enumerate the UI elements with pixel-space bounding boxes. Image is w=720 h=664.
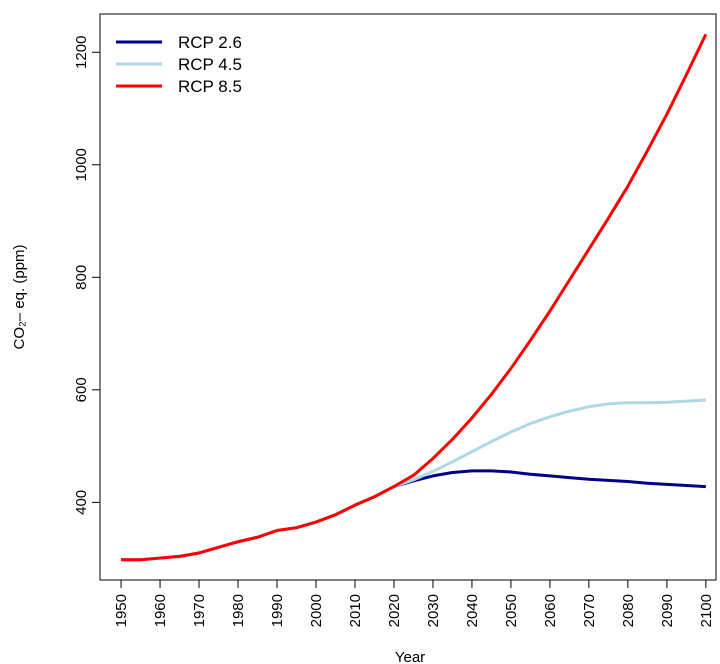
x-tick-label: 1960: [152, 594, 169, 627]
legend-label: RCP 4.5: [178, 55, 242, 74]
x-tick-label: 2100: [698, 594, 715, 627]
x-tick-label: 2040: [464, 594, 481, 627]
y-tick-label: 600: [73, 377, 90, 402]
plot-frame: [99, 13, 717, 581]
y-tick-label: 800: [73, 265, 90, 290]
x-tick-label: 2090: [659, 594, 676, 627]
series-line: [121, 33, 708, 562]
x-tick-label: 2070: [581, 594, 598, 627]
x-tick-label: 1950: [113, 594, 130, 627]
x-tick-label: 2020: [386, 594, 403, 627]
x-tick-label: 1980: [230, 594, 247, 627]
x-tick-label: 2010: [347, 594, 364, 627]
legend-label: RCP 2.6: [178, 33, 242, 52]
legend-label: RCP 8.5: [178, 77, 242, 96]
x-tick-label: 1970: [191, 594, 208, 627]
x-tick-label: 2060: [542, 594, 559, 627]
y-axis-label: CO₂– eq. (ppm): [11, 244, 28, 349]
x-tick-label: 2030: [425, 594, 442, 627]
y-tick-label: 400: [73, 490, 90, 515]
x-tick-label: 2000: [308, 594, 325, 627]
x-axis-label: Year: [395, 649, 425, 664]
y-tick-label: 1200: [73, 36, 90, 69]
x-tick-label: 1990: [269, 594, 286, 627]
y-tick-label: 1000: [73, 148, 90, 181]
x-tick-label: 2050: [503, 594, 520, 627]
series-line: [121, 469, 706, 562]
x-tick-label: 2080: [620, 594, 637, 627]
